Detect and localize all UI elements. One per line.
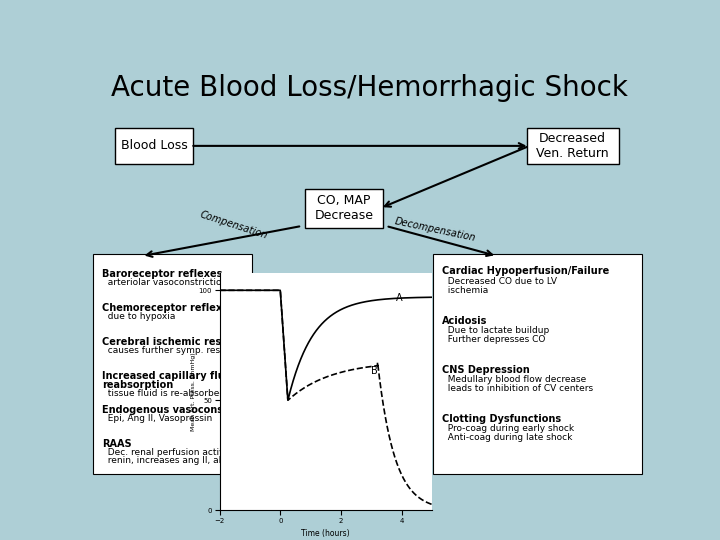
Text: leads to inhibition of CV centers: leads to inhibition of CV centers xyxy=(441,384,593,393)
Text: Medullary blood flow decrease: Medullary blood flow decrease xyxy=(441,375,586,384)
Text: Compensation: Compensation xyxy=(199,210,269,241)
Text: renin, increases ang II, aldo: renin, increases ang II, aldo xyxy=(102,456,233,465)
FancyBboxPatch shape xyxy=(433,254,642,474)
Text: due to hypoxia: due to hypoxia xyxy=(102,312,176,321)
Text: B: B xyxy=(372,366,378,376)
Text: arteriolar vasoconstriction: arteriolar vasoconstriction xyxy=(102,278,228,287)
Text: Acidosis: Acidosis xyxy=(441,315,487,326)
FancyBboxPatch shape xyxy=(526,128,618,164)
Text: Cardiac Hypoperfusion/Failure: Cardiac Hypoperfusion/Failure xyxy=(441,266,609,276)
Text: Endogenous vasoconstrictors: Endogenous vasoconstrictors xyxy=(102,405,264,415)
Text: Increased capillary fluid: Increased capillary fluid xyxy=(102,371,235,381)
Text: Due to lactate buildup: Due to lactate buildup xyxy=(441,326,549,335)
X-axis label: Time (hours): Time (hours) xyxy=(302,530,350,538)
Text: Anti-coag during late shock: Anti-coag during late shock xyxy=(441,433,572,442)
FancyBboxPatch shape xyxy=(305,188,383,228)
Text: ischemia: ischemia xyxy=(441,286,487,295)
Text: CNS Depression: CNS Depression xyxy=(441,364,529,375)
Text: Acute Blood Loss/Hemorrhagic Shock: Acute Blood Loss/Hemorrhagic Shock xyxy=(111,73,627,102)
Text: Decreased
Ven. Return: Decreased Ven. Return xyxy=(536,132,609,160)
Text: Dec. renal perfusion activates: Dec. renal perfusion activates xyxy=(102,448,244,457)
Text: Chemoreceptor reflexes: Chemoreceptor reflexes xyxy=(102,302,235,313)
Text: Cerebral ischemic response: Cerebral ischemic response xyxy=(102,337,255,347)
FancyBboxPatch shape xyxy=(93,254,252,474)
Text: Decompensation: Decompensation xyxy=(394,217,477,244)
Y-axis label: Mean Art. Press. (mmHg): Mean Art. Press. (mmHg) xyxy=(191,352,196,431)
Text: causes further symp. response: causes further symp. response xyxy=(102,346,248,355)
Text: tissue fluid is re-absorbed: tissue fluid is re-absorbed xyxy=(102,389,225,398)
Text: reabsorption: reabsorption xyxy=(102,380,174,390)
Text: Clotting Dysfunctions: Clotting Dysfunctions xyxy=(441,414,561,424)
FancyBboxPatch shape xyxy=(115,128,193,164)
Text: CO, MAP
Decrease: CO, MAP Decrease xyxy=(315,194,374,222)
Text: RAAS: RAAS xyxy=(102,439,132,449)
Text: Pro-coag during early shock: Pro-coag during early shock xyxy=(441,424,574,433)
Text: Decreased CO due to LV: Decreased CO due to LV xyxy=(441,277,557,286)
Text: A: A xyxy=(395,293,402,303)
Text: Further depresses CO: Further depresses CO xyxy=(441,335,545,343)
Text: Baroreceptor reflexes: Baroreceptor reflexes xyxy=(102,268,222,279)
Text: Epi, Ang II, Vasopressin: Epi, Ang II, Vasopressin xyxy=(102,414,212,423)
Text: Blood Loss: Blood Loss xyxy=(121,139,187,152)
